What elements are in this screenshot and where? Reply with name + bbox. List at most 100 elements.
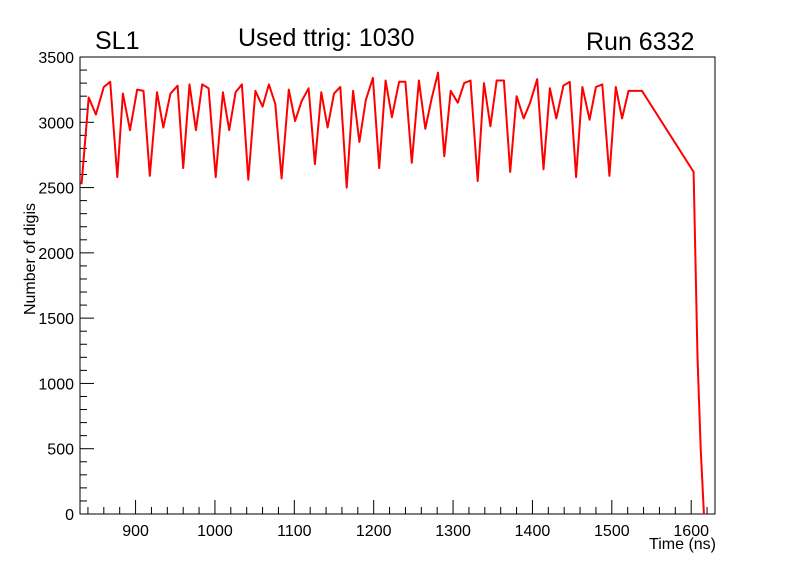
data-point bbox=[424, 128, 427, 130]
ticks: 900 1000 1100 1200 1300 1400 1500 1600 0 500 1000 1… bbox=[38, 50, 709, 540]
data-point bbox=[287, 88, 290, 91]
data-point bbox=[495, 79, 498, 82]
data-point bbox=[254, 90, 257, 92]
axes bbox=[79, 56, 716, 515]
chart-title: Used ttrig: 1030 bbox=[238, 24, 415, 52]
data-point bbox=[307, 87, 310, 90]
data-point bbox=[241, 83, 243, 86]
y-tick-label: 3500 bbox=[38, 50, 74, 67]
data-point bbox=[268, 83, 270, 86]
data-point bbox=[692, 171, 695, 173]
data-point bbox=[95, 113, 97, 116]
data-point bbox=[398, 81, 400, 83]
x-tick-label: 1200 bbox=[356, 523, 392, 540]
y-tick-label: 2500 bbox=[38, 181, 74, 198]
data-point bbox=[162, 126, 165, 129]
x-tick-label: 1000 bbox=[197, 523, 233, 540]
data-point bbox=[457, 101, 459, 104]
data-point bbox=[136, 88, 138, 91]
data-point bbox=[627, 90, 630, 92]
y-tick-label: 1500 bbox=[38, 311, 74, 328]
data-point bbox=[555, 117, 558, 120]
data-point bbox=[522, 117, 525, 120]
x-tick-label: 1300 bbox=[435, 523, 471, 540]
data-point bbox=[437, 71, 439, 74]
x-tick-label: 1500 bbox=[594, 523, 630, 540]
data-point bbox=[116, 176, 119, 178]
data-point bbox=[562, 84, 565, 87]
data-point bbox=[410, 161, 413, 164]
data-point bbox=[188, 83, 191, 86]
data-point bbox=[222, 91, 224, 94]
data-point bbox=[320, 91, 323, 94]
data-point bbox=[372, 77, 374, 79]
data-point bbox=[568, 81, 571, 83]
data-point bbox=[142, 90, 145, 92]
chart-text-left: SL1 bbox=[95, 27, 140, 55]
data-point bbox=[129, 129, 131, 131]
data-point bbox=[443, 155, 446, 158]
data-point bbox=[345, 186, 348, 189]
data-point bbox=[404, 81, 407, 83]
data-point bbox=[614, 86, 617, 88]
data-point bbox=[588, 118, 591, 121]
data-point bbox=[391, 116, 393, 118]
y-tick-label: 3000 bbox=[38, 115, 74, 132]
data-point bbox=[581, 86, 584, 88]
data-point bbox=[608, 175, 611, 177]
data-point bbox=[149, 175, 151, 177]
data-point bbox=[80, 182, 83, 185]
series-layer bbox=[80, 71, 705, 515]
data-point bbox=[489, 125, 492, 128]
data-point bbox=[261, 105, 264, 108]
data-point bbox=[87, 96, 90, 99]
data-point bbox=[515, 95, 518, 97]
data-point bbox=[449, 90, 452, 92]
data-point bbox=[364, 99, 367, 101]
data-point bbox=[228, 129, 231, 131]
data-point bbox=[326, 126, 329, 129]
data-point bbox=[176, 84, 179, 87]
x-tick-label: 1400 bbox=[515, 523, 551, 540]
data-point bbox=[575, 176, 577, 178]
data-point bbox=[463, 82, 465, 84]
chart-text-right: Run 6332 bbox=[586, 28, 695, 56]
data-point bbox=[122, 92, 124, 95]
data-point bbox=[352, 90, 354, 92]
data-point bbox=[699, 447, 702, 450]
data-point bbox=[109, 81, 111, 83]
x-tick-label: 1100 bbox=[277, 523, 312, 540]
data-point bbox=[103, 86, 105, 88]
data-point bbox=[195, 129, 197, 131]
data-point bbox=[294, 120, 296, 122]
series-line bbox=[80, 71, 705, 515]
data-point bbox=[274, 103, 277, 105]
x-axis-label: Time (ns) bbox=[649, 536, 716, 553]
y-tick-label: 500 bbox=[47, 442, 74, 459]
data-point bbox=[595, 86, 597, 88]
data-point bbox=[358, 141, 361, 143]
data-point bbox=[549, 87, 551, 90]
data-point bbox=[641, 90, 643, 92]
data-point bbox=[247, 178, 250, 181]
data-point bbox=[509, 171, 512, 173]
data-point bbox=[430, 97, 433, 100]
data-point bbox=[476, 180, 479, 182]
data-point bbox=[314, 163, 316, 165]
data-point bbox=[201, 83, 204, 86]
data-point bbox=[339, 86, 342, 88]
plot-frame bbox=[79, 56, 716, 515]
data-point bbox=[280, 177, 283, 180]
data-point bbox=[601, 83, 604, 86]
data-point bbox=[333, 92, 335, 95]
data-point bbox=[182, 167, 184, 169]
data-point bbox=[214, 176, 217, 178]
data-point bbox=[529, 101, 531, 104]
data-point bbox=[542, 168, 545, 171]
data-point bbox=[418, 79, 420, 82]
y-tick-label: 2000 bbox=[38, 246, 74, 263]
x-tick-label: 900 bbox=[122, 523, 149, 540]
data-point bbox=[384, 79, 387, 82]
data-point bbox=[207, 87, 210, 90]
